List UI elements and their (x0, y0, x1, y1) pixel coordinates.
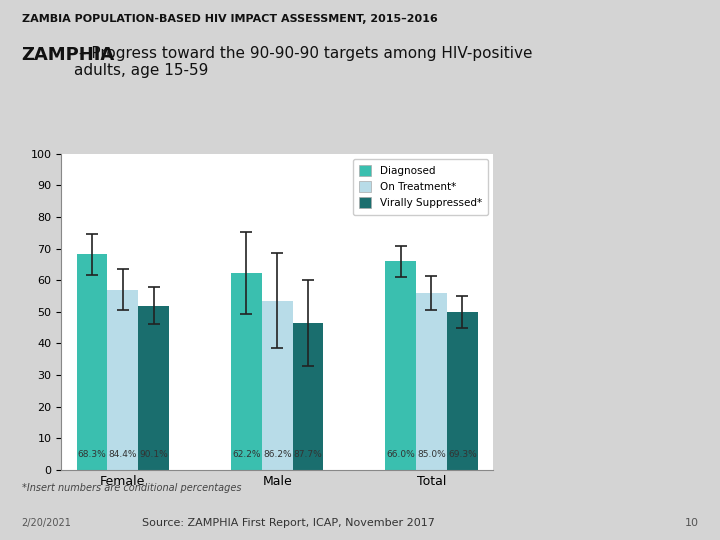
Bar (262, 301, 292, 470)
Text: 66.0%: 66.0% (386, 450, 415, 459)
Bar (292, 323, 323, 470)
Text: 84.4%: 84.4% (109, 450, 138, 459)
Text: 87.7%: 87.7% (294, 450, 323, 459)
Text: ZAMPHIA: ZAMPHIA (22, 46, 115, 64)
Text: 62.2%: 62.2% (232, 450, 261, 459)
Text: 69.3%: 69.3% (448, 450, 477, 459)
Bar (447, 312, 478, 470)
Bar (76, 254, 107, 470)
Text: 85.0%: 85.0% (417, 450, 446, 459)
Bar (416, 293, 447, 470)
Text: ZAMBIA POPULATION-BASED HIV IMPACT ASSESSMENT, 2015–2016: ZAMBIA POPULATION-BASED HIV IMPACT ASSES… (22, 14, 437, 24)
Text: 10: 10 (685, 518, 698, 528)
Bar (107, 290, 138, 470)
Text: Source: ZAMPHIA First Report, ICAP, November 2017: Source: ZAMPHIA First Report, ICAP, Nove… (142, 518, 434, 528)
Text: *Insert numbers are conditional percentages: *Insert numbers are conditional percenta… (22, 483, 241, 494)
Text: 90.1%: 90.1% (140, 450, 168, 459)
Text: 86.2%: 86.2% (263, 450, 292, 459)
Text: 2/20/2021: 2/20/2021 (22, 518, 71, 528)
Text: – Progress toward the 90-90-90 targets among HIV-positive
adults, age 15-59: – Progress toward the 90-90-90 targets a… (74, 46, 533, 78)
Text: 68.3%: 68.3% (78, 450, 107, 459)
Bar (385, 261, 416, 470)
Bar (138, 306, 169, 470)
Bar (231, 273, 262, 470)
Legend: Diagnosed, On Treatment*, Virally Suppressed*: Diagnosed, On Treatment*, Virally Suppre… (353, 159, 488, 214)
